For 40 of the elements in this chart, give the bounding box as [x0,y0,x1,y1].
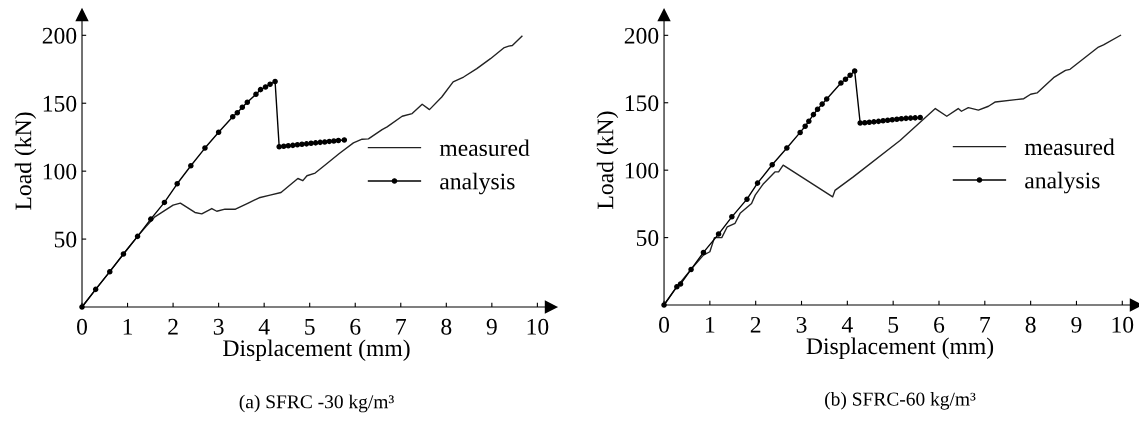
x-axis-title: Displacement (mm) [223,339,410,361]
x-tick-label: 10 [527,318,549,335]
x-tick-label: 0 [659,316,670,333]
legend-label: analysis [440,172,515,195]
y-tick-label: 150 [625,95,659,112]
text: (a) SFRC -30 kg/m³ [239,394,394,413]
x-tick-label: 10 [1112,316,1134,333]
y-tick-label: 100 [625,162,659,179]
x-tick-label: 8 [441,318,452,335]
x-tick-label: 8 [1025,316,1036,333]
text: (b) SFRC-60 kg/m³ [825,391,976,410]
y-tick-label: 200 [624,27,659,44]
x-tick-label: 2 [168,318,178,335]
y-tick-label: 50 [636,230,659,247]
y-tick-label: 150 [43,95,77,112]
x-tick-label: 4 [258,318,270,335]
x-tick-label: 6 [934,316,945,333]
x-tick-label: 1 [706,316,715,333]
y-tick-label: 200 [42,27,77,44]
x-tick-label: 9 [1071,316,1082,333]
legend-label: measured [1024,138,1115,156]
x-tick-label: 5 [305,319,315,335]
x-tick-label: 9 [486,318,497,335]
x-tick-label: 5 [888,317,899,333]
y-axis-title: Load (kN) [596,111,619,209]
legend-label: measured [439,139,530,157]
x-axis-title: Displacement (mm) [806,337,994,359]
x-tick-label: 4 [841,316,853,333]
x-tick-label: 2 [750,316,761,333]
x-tick-label: 7 [980,317,991,333]
x-tick-label: 7 [396,319,406,335]
legend-label: analysis [1025,171,1100,194]
y-axis-title: Load (kN) [14,112,37,210]
y-tick-label: 100 [43,163,77,180]
x-tick-label: 3 [213,318,224,335]
x-tick-label: 3 [796,316,807,333]
x-tick-label: 1 [123,318,133,335]
y-tick-label: 50 [54,231,77,248]
x-tick-label: 6 [350,318,361,335]
x-tick-label: 0 [77,318,88,335]
